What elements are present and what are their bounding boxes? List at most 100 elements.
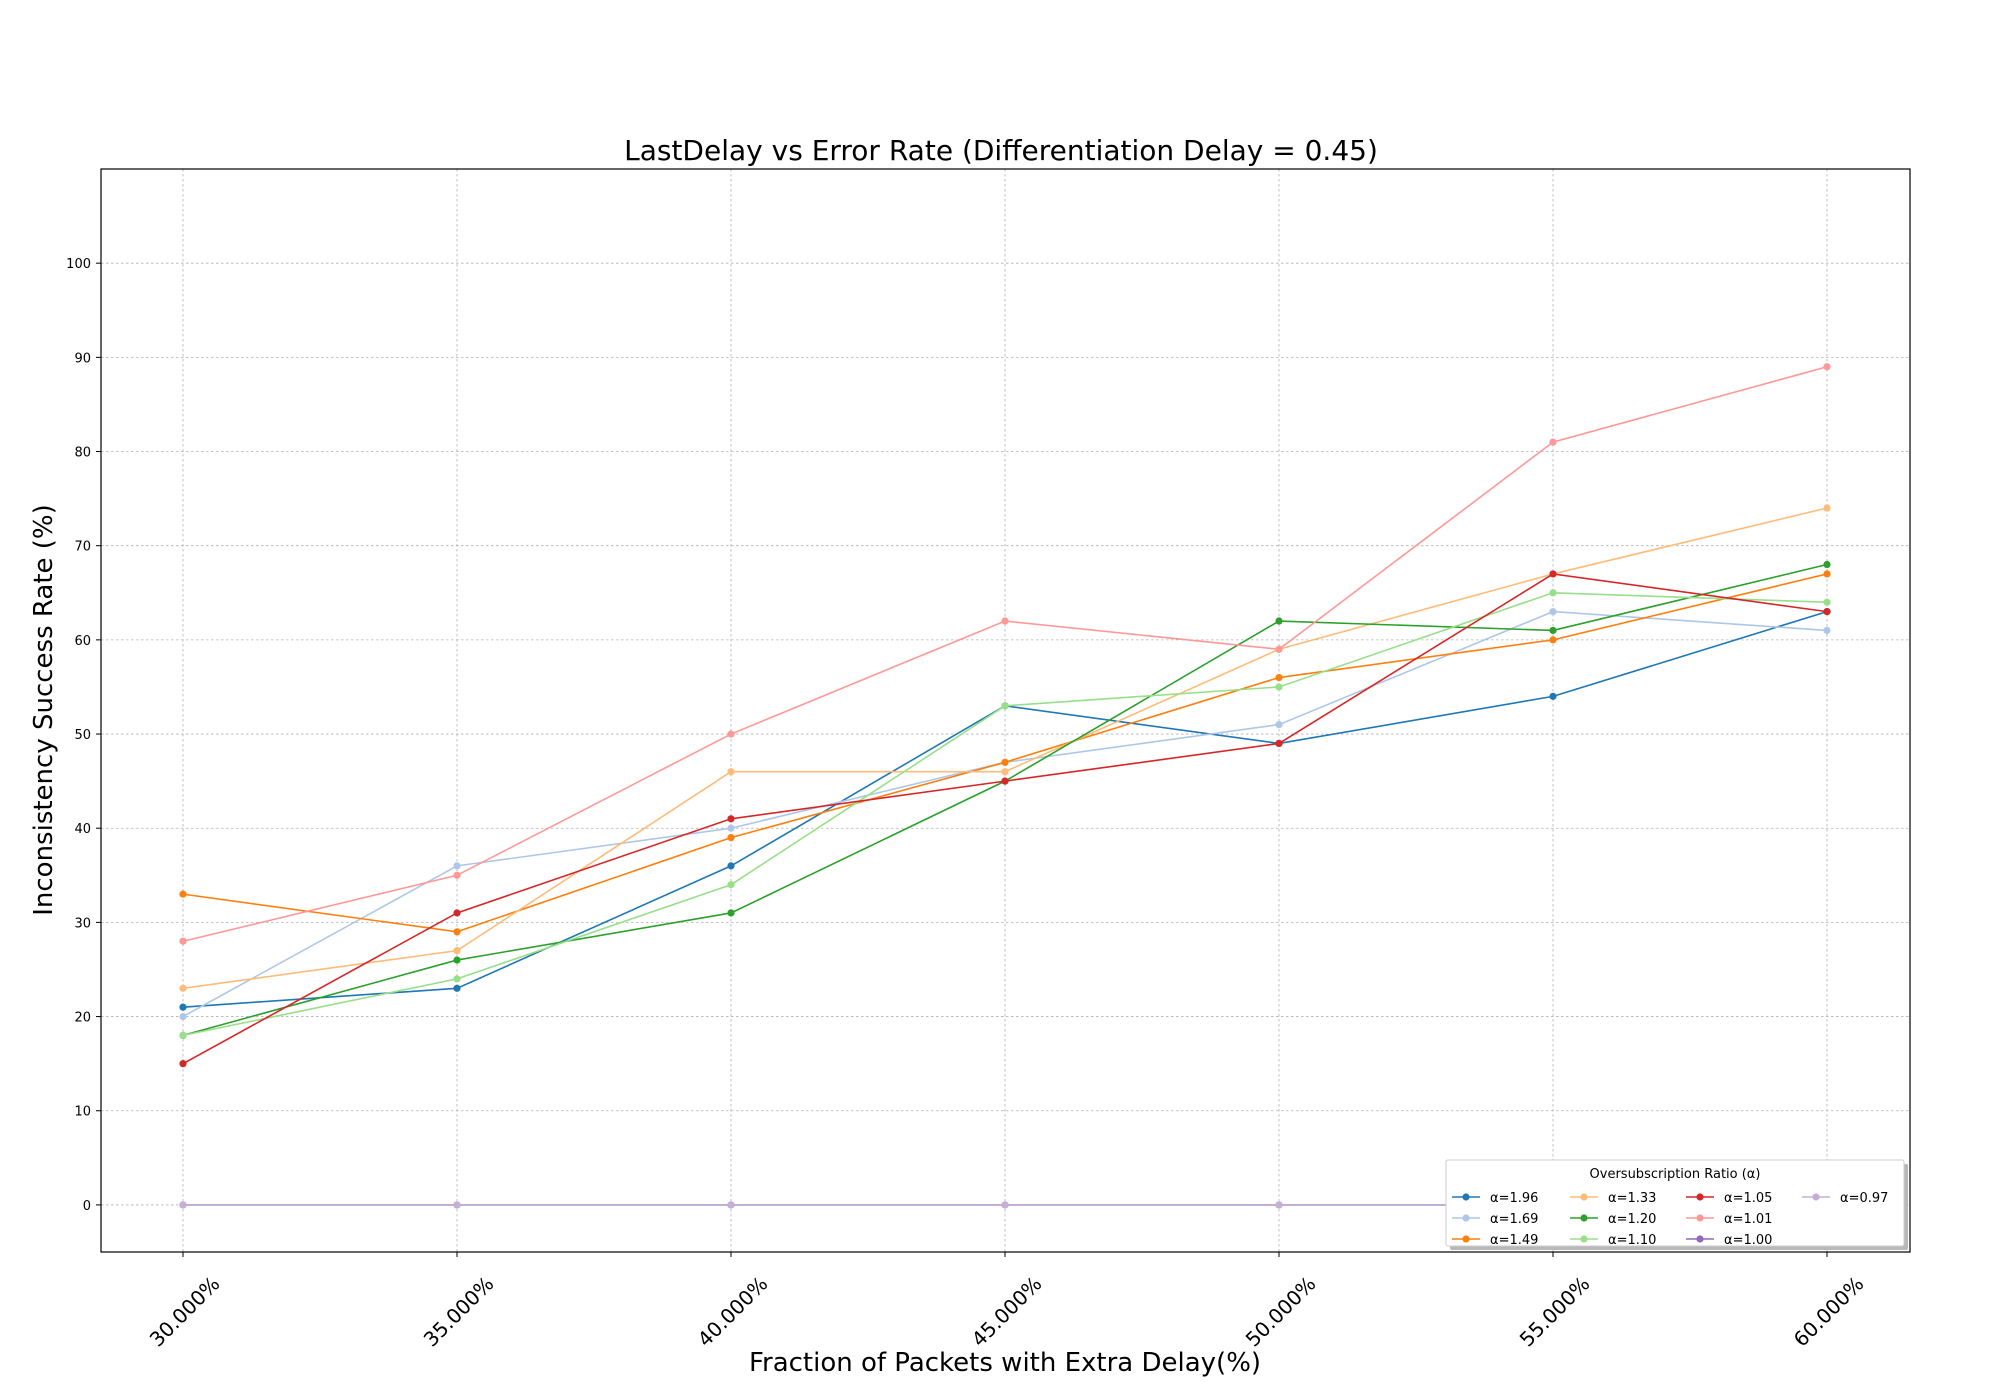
data-point <box>1275 645 1283 653</box>
data-point <box>1001 768 1009 776</box>
data-point <box>1275 1201 1283 1209</box>
x-tick-label: 30.000% <box>145 1272 225 1352</box>
legend-swatch-marker <box>1580 1193 1588 1201</box>
data-point <box>179 890 187 898</box>
legend-swatch-marker <box>1580 1235 1588 1243</box>
y-tick-label: 0 <box>83 1199 91 1214</box>
x-tick-label: 60.000% <box>1789 1272 1869 1352</box>
legend-label: α=1.33 <box>1608 1191 1656 1206</box>
data-point <box>453 947 461 955</box>
data-point <box>727 730 735 738</box>
legend-label: α=1.00 <box>1724 1233 1772 1248</box>
data-point <box>1275 617 1283 625</box>
y-tick-label: 10 <box>74 1105 91 1120</box>
data-point <box>727 881 735 889</box>
data-point <box>1549 692 1557 700</box>
x-tick-label: 45.000% <box>967 1272 1047 1352</box>
series-α=1.10 <box>179 589 1831 1039</box>
legend-item: α=1.69 <box>1452 1212 1538 1227</box>
data-point <box>1549 589 1557 597</box>
legend-item: α=1.00 <box>1686 1233 1772 1248</box>
y-tick-label: 60 <box>74 634 91 649</box>
data-point <box>1275 683 1283 691</box>
data-point <box>1275 673 1283 682</box>
data-point <box>453 928 461 936</box>
legend-label: α=0.97 <box>1840 1191 1888 1206</box>
data-point <box>1823 363 1831 371</box>
data-point <box>453 975 461 983</box>
series-line <box>182 573 1828 933</box>
legend-label: α=1.49 <box>1490 1233 1538 1248</box>
data-point <box>1823 560 1831 569</box>
legend-label: α=1.96 <box>1490 1191 1538 1206</box>
data-point <box>179 984 187 992</box>
legend-swatch-marker <box>1462 1235 1470 1243</box>
legend-swatch-marker <box>1462 1214 1470 1222</box>
legend-title: Oversubscription Ratio (α) <box>1590 1167 1761 1182</box>
x-tick-label: 35.000% <box>419 1272 499 1352</box>
series-α=1.49 <box>179 570 1831 936</box>
series-α=1.01 <box>179 363 1831 945</box>
data-point <box>727 862 735 870</box>
data-point <box>179 1003 187 1011</box>
data-point <box>1823 608 1831 616</box>
chart-title: LastDelay vs Error Rate (Differentiation… <box>624 134 1378 167</box>
data-point <box>1001 617 1009 625</box>
series-lines <box>179 363 1831 1209</box>
y-tick-label: 100 <box>66 257 91 272</box>
legend-swatch-marker <box>1812 1193 1820 1201</box>
data-point <box>1001 758 1009 766</box>
data-point <box>1275 739 1283 748</box>
x-axis-ticks: 30.000% 35.000% 40.000% 45.000% 50.000% 55.00… <box>145 1252 1869 1351</box>
x-tick-label: 55.000% <box>1515 1272 1595 1352</box>
data-point <box>453 984 461 992</box>
data-point <box>453 956 461 964</box>
data-point <box>1549 570 1557 578</box>
data-point <box>179 1201 187 1209</box>
legend-swatch-marker <box>1696 1193 1704 1201</box>
data-point <box>1549 438 1557 446</box>
data-point <box>1001 702 1009 710</box>
legend-label: α=1.01 <box>1724 1212 1772 1227</box>
y-tick-label: 80 <box>74 446 91 461</box>
data-point <box>179 1012 187 1021</box>
data-point <box>453 871 461 879</box>
y-tick-label: 90 <box>74 351 91 366</box>
data-point <box>1001 1201 1009 1209</box>
legend-item: α=1.20 <box>1570 1212 1656 1227</box>
legend-item: α=1.49 <box>1452 1233 1538 1248</box>
series-α=1.05 <box>179 570 1831 1068</box>
legend-swatch-marker <box>1696 1235 1704 1243</box>
y-tick-label: 50 <box>74 728 91 743</box>
x-axis-label: Fraction of Packets with Extra Delay(%) <box>749 1348 1261 1378</box>
data-point <box>727 834 735 842</box>
y-tick-label: 30 <box>74 916 91 931</box>
data-point <box>1549 626 1557 635</box>
legend-item: α=1.96 <box>1452 1191 1538 1206</box>
data-point <box>179 1031 187 1039</box>
data-point <box>1549 608 1557 616</box>
data-point <box>1275 721 1283 729</box>
y-tick-label: 40 <box>74 822 91 837</box>
legend-label: α=1.10 <box>1608 1233 1656 1248</box>
data-point <box>727 909 735 917</box>
data-point <box>1823 570 1831 578</box>
data-point <box>1823 504 1831 512</box>
legend-label: α=1.69 <box>1490 1212 1538 1227</box>
data-point <box>179 937 187 945</box>
legend-item: α=0.97 <box>1802 1191 1888 1206</box>
data-point <box>1001 777 1009 785</box>
legend-item: α=1.01 <box>1686 1212 1772 1227</box>
y-axis-ticks: 0 10 20 30 40 50 60 70 80 90 100 <box>66 257 101 1214</box>
data-point <box>453 862 461 870</box>
x-tick-label: 50.000% <box>1241 1272 1321 1352</box>
legend-item: α=1.05 <box>1686 1191 1772 1206</box>
legend-swatch-marker <box>1696 1214 1704 1222</box>
data-point <box>453 1201 461 1209</box>
legend-item: α=1.10 <box>1570 1233 1656 1248</box>
data-point <box>1823 626 1831 635</box>
plot-frame <box>100 168 1911 1253</box>
legend-box <box>1445 1159 1905 1247</box>
legend-label: α=1.05 <box>1724 1191 1772 1206</box>
